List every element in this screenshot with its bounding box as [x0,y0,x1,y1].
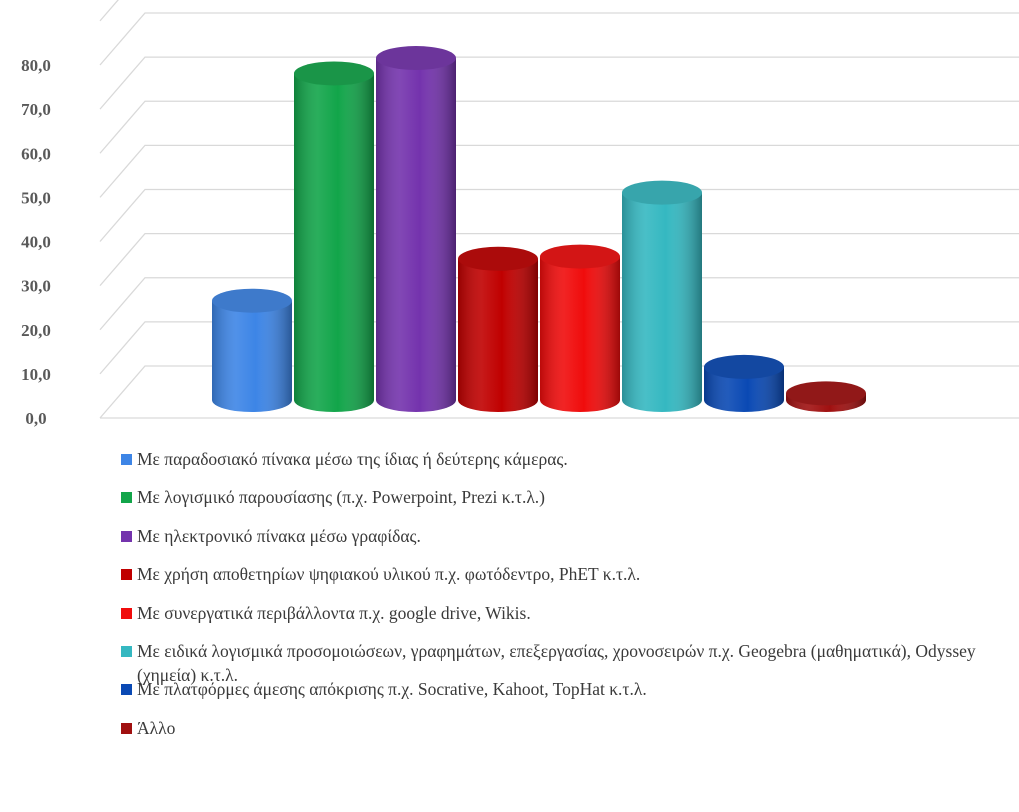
bar-top [212,288,292,313]
bar-top-shade [704,354,784,379]
gridline [99,0,119,22]
legend-swatch [121,569,132,581]
legend-swatch [121,645,132,657]
bar-shading [212,300,292,412]
y-tick-label: 70,0 [21,100,51,119]
legend-label: Άλλο [137,717,176,738]
gridline [99,100,1019,154]
gridline [99,232,1019,287]
y-tick-label: 60,0 [21,144,51,163]
bar-shading [376,58,456,412]
y-axis-ticks: 0,0 10,0 20,0 30,0 40,0 50,0 60,0 70,0 80,0 [21,56,51,428]
legend-item: Με λογισμικό παρουσίασης (π.χ. Powerpoin… [120,485,990,523]
bar-chart: 0,0 10,0 20,0 30,0 40,0 50,0 60,0 70,0 80,0 [21,0,1019,428]
legend-label: Με ειδικά λογισμικά προσομοιώσεων, γραφη… [137,640,976,685]
y-tick-label: 80,0 [21,56,51,75]
bar [376,46,456,412]
bar-shading [704,366,784,412]
bar-top [294,61,374,86]
bar [622,180,702,412]
legend-item: Με ηλεκτρονικό πίνακα μέσω γραφίδας. [120,524,990,562]
bar-top [458,246,538,271]
gridline [99,12,1019,66]
legend-label: Με λογισμικό παρουσίασης (π.χ. Powerpoin… [137,487,546,508]
y-tick-label: 0,0 [25,409,46,428]
y-tick-label: 30,0 [21,277,51,296]
y-tick-label: 50,0 [21,188,51,207]
gridline [99,56,1019,110]
bar-top-shade [540,244,620,269]
bar-shading [622,192,702,412]
y-tick-label: 40,0 [21,233,51,252]
legend-swatch [121,454,132,465]
legend-label: Με χρήση αποθετηρίων ψηφιακού υλικού π.χ… [137,564,641,585]
bar [458,246,538,412]
bar-top-shade [786,381,866,406]
legend-item: Με ειδικά λογισμικά προσομοιώσεων, γραφη… [120,639,990,685]
legend-label: Με παραδοσιακό πίνακα μέσω της ίδιας ή δ… [137,449,568,469]
legend-swatch [121,607,132,619]
legend-label: Με συνεργατικά περιβάλλοντα π.χ. google … [137,602,531,623]
bar-top-shade [294,61,374,86]
legend-swatch [121,530,132,542]
y-tick-label: 20,0 [21,321,51,340]
legend-item: Με χρήση αποθετηρίων ψηφιακού υλικού π.χ… [120,562,990,600]
bar-top-shade [212,288,292,313]
gridline [99,277,1019,331]
legend-item: Με συνεργατικά περιβάλλοντα π.χ. google … [120,601,990,639]
bar-shading [458,258,538,412]
bar-top-shade [622,180,702,205]
gridlines [99,0,1019,419]
bar [294,61,374,412]
gridline [99,144,1019,198]
y-tick-label: 10,0 [21,365,51,384]
gridline [99,188,1019,242]
bar-top-shade [458,246,538,271]
legend-swatch [121,684,132,696]
bar-shading [294,73,374,412]
bar [212,288,292,412]
legend-item: Άλλο [120,716,990,754]
bar-top [376,46,456,71]
bar-top [540,244,620,269]
gridline [99,321,1019,375]
legend-item: Με παραδοσιακό πίνακα μέσω της ίδιας ή δ… [120,447,990,485]
bars [212,46,866,412]
legend-item: Με πλατφόρμες άμεσης απόκρισης π.χ. Socr… [120,677,990,715]
bar-shading [540,256,620,412]
bar [704,354,784,412]
bar-top-shade [376,46,456,71]
legend-label: Με ηλεκτρονικό πίνακα μέσω γραφίδας. [137,525,421,546]
bar-top [704,354,784,379]
legend-swatch [121,492,132,504]
bar [786,381,866,412]
legend: Με παραδοσιακό πίνακα μέσω της ίδιας ή δ… [120,447,990,754]
bar-top [622,180,702,205]
bar-top [786,381,866,406]
legend-label: Με πλατφόρμες άμεσης απόκρισης π.χ. Socr… [137,679,647,700]
legend-swatch [121,722,132,734]
bar [540,244,620,412]
